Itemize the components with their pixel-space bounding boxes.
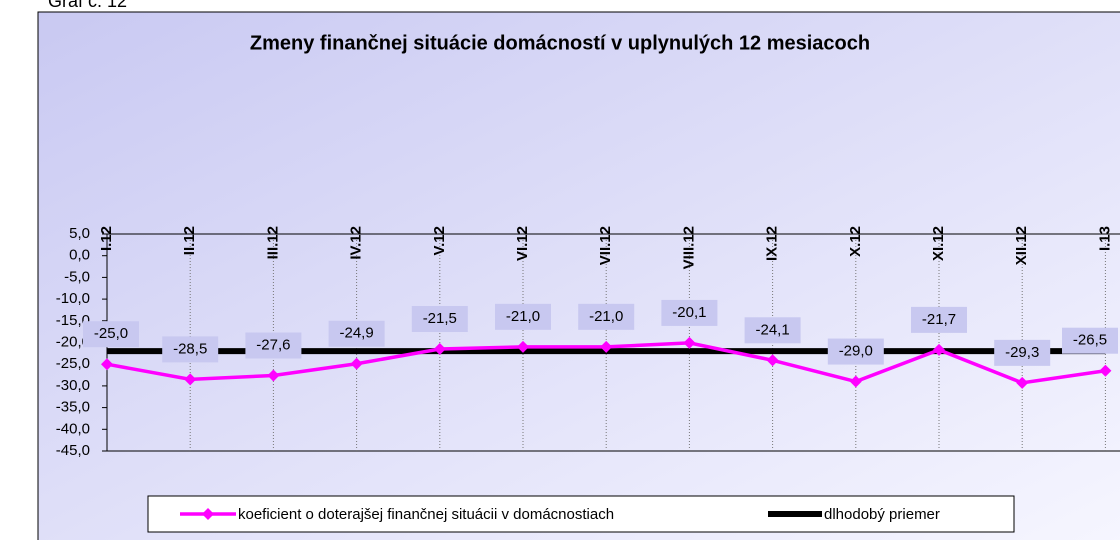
data-label: -21,5	[423, 310, 457, 327]
data-label: -21,0	[589, 308, 623, 325]
y-tick-label: -30,0	[56, 377, 90, 394]
x-tick-label: XII.12	[1013, 226, 1030, 265]
x-tick-label: VII.12	[597, 226, 614, 265]
caption: Graf č. 12	[48, 0, 127, 11]
legend-label: dlhodobý priemer	[824, 506, 940, 523]
data-label-box	[578, 303, 635, 330]
y-tick-label: -35,0	[56, 399, 90, 416]
y-tick-label: -20,0	[56, 333, 90, 350]
x-tick-label: IV.12	[348, 226, 365, 260]
data-label-box	[744, 317, 801, 344]
marker	[267, 369, 280, 382]
x-tick-label: I.12	[98, 226, 115, 251]
data-label: -21,7	[922, 311, 956, 328]
marker	[433, 343, 446, 356]
y-tick-label: -10,0	[56, 290, 90, 307]
marker	[101, 358, 113, 371]
data-label: -21,0	[506, 308, 540, 325]
data-label-box	[245, 332, 302, 359]
y-tick-label: -40,0	[56, 420, 90, 437]
data-label: -27,6	[256, 336, 290, 353]
marker	[517, 340, 529, 353]
x-tick-label: I.13	[1096, 226, 1113, 251]
data-label-box	[411, 306, 468, 333]
marker	[766, 354, 779, 367]
x-tick-label: V.12	[431, 226, 448, 255]
x-tick-label: X.12	[847, 226, 864, 257]
marker	[849, 375, 862, 388]
data-label: -29,0	[839, 343, 873, 360]
data-label-box	[328, 320, 385, 347]
data-label-box	[661, 299, 718, 326]
y-tick-label: -25,0	[56, 355, 90, 372]
data-label: -24,9	[339, 325, 373, 342]
chart-title: Zmeny finančnej situácie domácností v up…	[250, 32, 870, 54]
x-tick-label: II.12	[181, 226, 198, 255]
marker	[350, 357, 363, 370]
marker	[600, 340, 613, 353]
data-label: -26,5	[1073, 332, 1107, 349]
data-label: -28,5	[173, 340, 207, 357]
x-tick-label: IX.12	[764, 226, 781, 261]
data-label-box	[162, 336, 219, 363]
data-label-box	[994, 339, 1051, 366]
data-label-box	[827, 338, 884, 365]
marker	[1016, 376, 1029, 389]
x-tick-label: VIII.12	[680, 226, 697, 269]
data-label-box	[911, 306, 967, 333]
data-label: -24,1	[755, 321, 789, 338]
legend-label: koeficient o doterajšej finančnej situác…	[238, 506, 614, 523]
y-tick-label: -15,0	[56, 312, 90, 329]
data-label-box	[495, 303, 551, 330]
data-label-box	[1062, 327, 1118, 354]
x-tick-label: XI.12	[930, 226, 947, 261]
marker	[933, 343, 945, 356]
legend-box	[147, 495, 1015, 533]
marker	[683, 336, 696, 349]
marker	[184, 373, 197, 386]
data-label-box	[83, 321, 139, 348]
x-tick-label: III.12	[264, 226, 281, 259]
y-tick-label: -45,0	[56, 442, 90, 459]
x-tick-label: VI.12	[514, 226, 531, 261]
chart-area	[37, 11, 1120, 540]
data-label: -25,0	[94, 325, 128, 342]
data-label: -29,3	[1005, 344, 1039, 361]
y-tick-label: 5,0	[69, 225, 90, 242]
y-tick-label: 0,0	[69, 247, 90, 264]
legend-marker	[202, 508, 214, 520]
y-tick-label: -5,0	[64, 268, 90, 285]
marker	[1099, 364, 1112, 377]
data-label: -20,1	[672, 304, 706, 321]
